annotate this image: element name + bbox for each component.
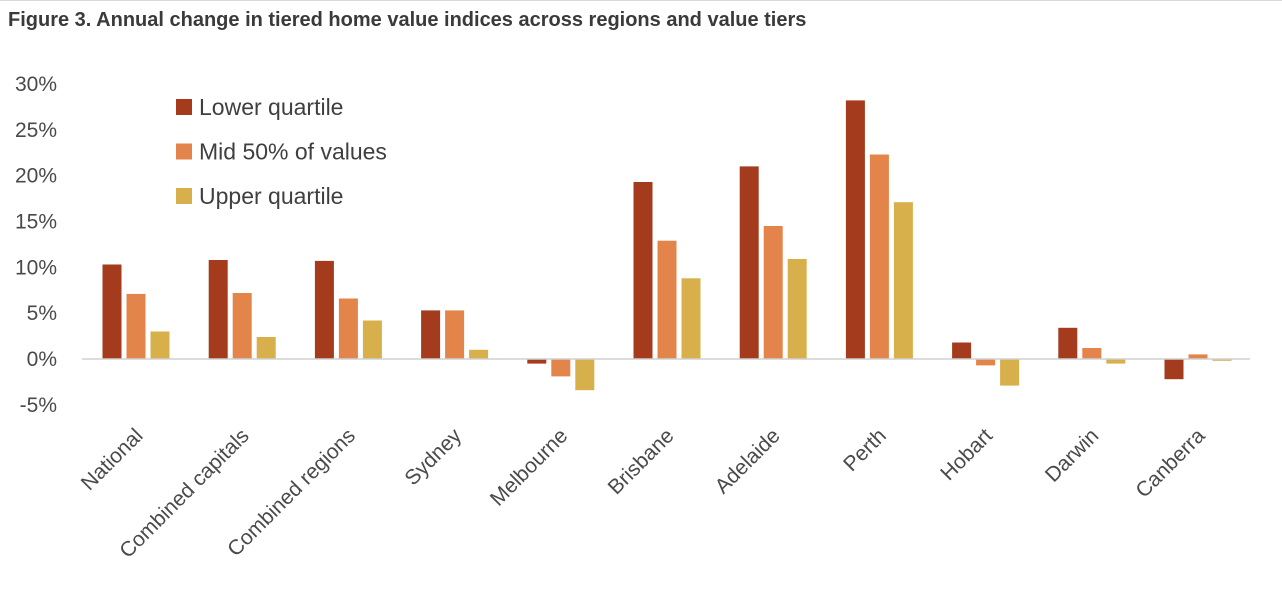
bar-sydney-mid-50-of-values xyxy=(445,310,465,359)
bar-sydney-upper-quartile xyxy=(469,349,489,359)
bar-combined-regions-upper-quartile xyxy=(362,320,382,359)
x-tick-label-melbourne: Melbourne xyxy=(486,424,572,510)
bar-national-lower-quartile xyxy=(102,264,122,359)
x-tick-label-brisbane: Brisbane xyxy=(604,424,679,499)
bar-perth-upper-quartile xyxy=(893,202,913,359)
legend-label-lower-quartile: Lower quartile xyxy=(199,94,343,120)
y-tick-label: 10% xyxy=(15,256,57,279)
bar-darwin-lower-quartile xyxy=(1058,327,1078,359)
y-tick-label: -5% xyxy=(20,394,57,417)
bar-canberra-upper-quartile xyxy=(1212,359,1232,361)
y-tick-label: 5% xyxy=(27,302,57,325)
bar-darwin-mid-50-of-values xyxy=(1082,348,1102,359)
bar-melbourne-mid-50-of-values xyxy=(551,359,571,377)
top-divider xyxy=(0,0,1282,1)
bar-brisbane-mid-50-of-values xyxy=(657,240,677,359)
y-tick-label: 25% xyxy=(15,119,57,142)
bar-canberra-mid-50-of-values xyxy=(1188,354,1208,359)
bar-melbourne-upper-quartile xyxy=(575,359,595,391)
bar-hobart-lower-quartile xyxy=(952,342,972,359)
chart-title: Figure 3. Annual change in tiered home v… xyxy=(8,9,807,31)
bar-national-upper-quartile xyxy=(150,331,170,359)
legend-swatch-upper-quartile xyxy=(176,188,192,204)
x-tick-label-hobart: Hobart xyxy=(936,424,997,485)
bar-brisbane-lower-quartile xyxy=(633,182,653,359)
bar-hobart-upper-quartile xyxy=(1000,359,1020,386)
bar-hobart-mid-50-of-values xyxy=(976,359,996,366)
x-tick-label-canberra: Canberra xyxy=(1131,424,1209,502)
bar-combined-regions-mid-50-of-values xyxy=(338,298,358,359)
x-tick-label-perth: Perth xyxy=(839,424,891,476)
x-tick-label-national: National xyxy=(77,424,148,495)
y-tick-label: 0% xyxy=(27,348,57,371)
bar-perth-mid-50-of-values xyxy=(869,154,889,359)
bar-combined-capitals-mid-50-of-values xyxy=(232,293,252,359)
bar-sydney-lower-quartile xyxy=(421,310,441,359)
bar-darwin-upper-quartile xyxy=(1106,359,1126,364)
bar-adelaide-upper-quartile xyxy=(787,259,807,359)
y-tick-label: 15% xyxy=(15,210,57,233)
x-tick-label-darwin: Darwin xyxy=(1041,424,1103,486)
bar-canberra-lower-quartile xyxy=(1164,359,1184,380)
bar-adelaide-lower-quartile xyxy=(739,166,759,359)
bar-combined-capitals-upper-quartile xyxy=(256,337,276,359)
bars xyxy=(102,100,1232,391)
bar-perth-lower-quartile xyxy=(845,100,865,360)
bar-national-mid-50-of-values xyxy=(126,293,146,359)
y-axis: 30% 25% 20% 15% 10% 5% 0% -5% xyxy=(15,73,57,417)
bar-adelaide-mid-50-of-values xyxy=(763,226,783,359)
legend: Lower quartile Mid 50% of values Upper qua… xyxy=(176,94,387,209)
y-tick-label: 20% xyxy=(15,165,57,188)
legend-label-mid-50-of-values: Mid 50% of values xyxy=(199,139,387,165)
bar-combined-regions-lower-quartile xyxy=(314,260,334,359)
y-tick-label: 30% xyxy=(15,73,57,96)
legend-swatch-lower-quartile xyxy=(176,99,192,115)
legend-label-upper-quartile: Upper quartile xyxy=(199,183,343,209)
legend-swatch-mid-50-of-values xyxy=(176,143,192,160)
x-tick-label-adelaide: Adelaide xyxy=(711,424,785,498)
x-tick-label-sydney: Sydney xyxy=(400,424,466,490)
bar-brisbane-upper-quartile xyxy=(681,278,701,359)
bar-combined-capitals-lower-quartile xyxy=(208,260,228,359)
bar-melbourne-lower-quartile xyxy=(527,359,547,364)
